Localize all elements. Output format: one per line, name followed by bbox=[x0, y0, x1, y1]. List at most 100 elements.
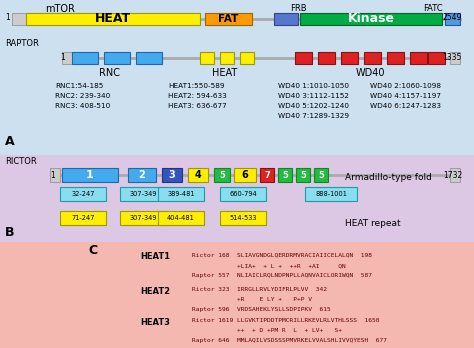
Bar bbox=[26, 13, 200, 25]
Text: 1732: 1732 bbox=[443, 171, 462, 180]
Bar bbox=[50, 168, 60, 182]
Text: 2549: 2549 bbox=[443, 14, 462, 23]
Bar bbox=[278, 168, 292, 182]
Bar bbox=[296, 168, 310, 182]
Bar bbox=[314, 168, 328, 182]
Bar bbox=[364, 52, 381, 64]
Text: Raptor 596  VRDSAHEKLYSLLSDPIPKV  615: Raptor 596 VRDSAHEKLYSLLSDPIPKV 615 bbox=[192, 307, 331, 312]
Text: 888-1001: 888-1001 bbox=[315, 191, 347, 197]
Bar bbox=[260, 168, 274, 182]
Bar bbox=[214, 168, 230, 182]
Text: HEAT2: HEAT2 bbox=[140, 287, 170, 296]
Bar bbox=[305, 187, 357, 201]
Bar bbox=[60, 187, 106, 201]
Text: 1: 1 bbox=[86, 170, 94, 180]
Bar bbox=[295, 52, 312, 64]
Text: WD40 5:1202-1240: WD40 5:1202-1240 bbox=[278, 103, 349, 109]
Text: 7: 7 bbox=[264, 171, 270, 180]
Bar bbox=[205, 13, 252, 25]
Text: 404-481: 404-481 bbox=[167, 215, 195, 221]
Text: A: A bbox=[5, 135, 15, 148]
Text: HEAT1:550-589: HEAT1:550-589 bbox=[168, 83, 225, 89]
Text: 3: 3 bbox=[169, 170, 175, 180]
Bar bbox=[0, 155, 474, 242]
Bar bbox=[72, 52, 98, 64]
Text: Rictor 323  IRRGLLRVLYDIFRLPLVV  342: Rictor 323 IRRGLLRVLYDIFRLPLVV 342 bbox=[192, 287, 327, 292]
Bar bbox=[387, 52, 404, 64]
Text: HEAT2: 594-633: HEAT2: 594-633 bbox=[168, 93, 227, 99]
Text: WD40 3:1112-1152: WD40 3:1112-1152 bbox=[278, 93, 349, 99]
Bar bbox=[220, 52, 234, 64]
Text: mTOR: mTOR bbox=[45, 4, 75, 14]
Bar bbox=[60, 211, 106, 225]
Bar bbox=[62, 168, 118, 182]
Text: RNC1:54-185: RNC1:54-185 bbox=[55, 83, 103, 89]
Bar bbox=[234, 168, 256, 182]
Text: 32-247: 32-247 bbox=[71, 191, 95, 197]
Bar bbox=[220, 211, 266, 225]
Text: HEAT: HEAT bbox=[212, 68, 237, 78]
Text: 389-481: 389-481 bbox=[167, 191, 195, 197]
Text: +R    E LY +   P+P V: +R E LY + P+P V bbox=[192, 297, 312, 302]
Text: 6: 6 bbox=[242, 170, 248, 180]
Bar bbox=[450, 52, 460, 64]
Bar bbox=[120, 187, 166, 201]
Bar bbox=[158, 211, 204, 225]
Bar bbox=[341, 52, 358, 64]
Bar bbox=[136, 52, 162, 64]
Bar bbox=[274, 13, 298, 25]
Bar bbox=[410, 52, 427, 64]
Bar bbox=[240, 52, 254, 64]
Text: 514-533: 514-533 bbox=[229, 215, 257, 221]
Text: +LIA+  + L +  ++R  +AI     QN: +LIA+ + L + ++R +AI QN bbox=[192, 263, 346, 268]
Bar bbox=[428, 52, 445, 64]
Text: FAT: FAT bbox=[218, 14, 238, 24]
Text: 5: 5 bbox=[318, 171, 324, 180]
Text: C: C bbox=[88, 244, 97, 257]
Text: 1: 1 bbox=[5, 14, 10, 23]
Bar bbox=[446, 13, 460, 25]
Text: 307-349: 307-349 bbox=[129, 215, 157, 221]
Text: HEAT1: HEAT1 bbox=[140, 252, 170, 261]
Bar bbox=[62, 52, 72, 64]
Text: ++  + D +PM R  L  + LV+   S+: ++ + D +PM R L + LV+ S+ bbox=[192, 328, 342, 333]
Text: RNC2: 239-340: RNC2: 239-340 bbox=[55, 93, 110, 99]
Text: RAPTOR: RAPTOR bbox=[5, 39, 39, 48]
Text: Rictor 168  SLIAVGNDGLQERDRMVRACIAIICELALQN  198: Rictor 168 SLIAVGNDGLQERDRMVRACIAIICELAL… bbox=[192, 252, 372, 257]
Text: FRB: FRB bbox=[290, 4, 306, 13]
Text: RNC3: 408-510: RNC3: 408-510 bbox=[55, 103, 110, 109]
Text: 2: 2 bbox=[138, 170, 146, 180]
Text: WD40: WD40 bbox=[355, 68, 385, 78]
Bar bbox=[104, 52, 130, 64]
Text: 5: 5 bbox=[282, 171, 288, 180]
Text: 660-794: 660-794 bbox=[229, 191, 257, 197]
Bar bbox=[188, 168, 208, 182]
Text: WD40 4:1157-1197: WD40 4:1157-1197 bbox=[370, 93, 441, 99]
Text: B: B bbox=[5, 226, 15, 239]
Text: 1335: 1335 bbox=[443, 54, 462, 63]
Text: HEAT3: HEAT3 bbox=[140, 318, 170, 327]
Bar bbox=[200, 52, 214, 64]
Text: WD40 1:1010-1050: WD40 1:1010-1050 bbox=[278, 83, 349, 89]
Bar bbox=[120, 211, 166, 225]
Bar bbox=[0, 242, 474, 348]
Text: WD40 6:1247-1283: WD40 6:1247-1283 bbox=[370, 103, 441, 109]
Text: 307-349: 307-349 bbox=[129, 191, 157, 197]
Text: 5: 5 bbox=[300, 171, 306, 180]
Bar bbox=[162, 168, 182, 182]
Bar bbox=[128, 168, 156, 182]
Text: 4: 4 bbox=[195, 170, 201, 180]
Text: HEAT repeat: HEAT repeat bbox=[345, 220, 401, 229]
Text: 71-247: 71-247 bbox=[71, 215, 95, 221]
Bar bbox=[445, 13, 460, 25]
Text: HEAT: HEAT bbox=[95, 13, 131, 25]
Text: WD40 2:1060-1098: WD40 2:1060-1098 bbox=[370, 83, 441, 89]
Text: HEAT3: 636-677: HEAT3: 636-677 bbox=[168, 103, 227, 109]
Text: RNC: RNC bbox=[100, 68, 120, 78]
Bar bbox=[220, 187, 266, 201]
Bar bbox=[318, 52, 335, 64]
Text: 1: 1 bbox=[60, 54, 65, 63]
Text: Raptor 646  MMLAQILVSDSSSPMVRKELVVALSHLIVVQYESH  677: Raptor 646 MMLAQILVSDSSSPMVRKELVVALSHLIV… bbox=[192, 338, 387, 343]
Text: 5: 5 bbox=[219, 171, 225, 180]
Text: 1: 1 bbox=[50, 171, 55, 180]
